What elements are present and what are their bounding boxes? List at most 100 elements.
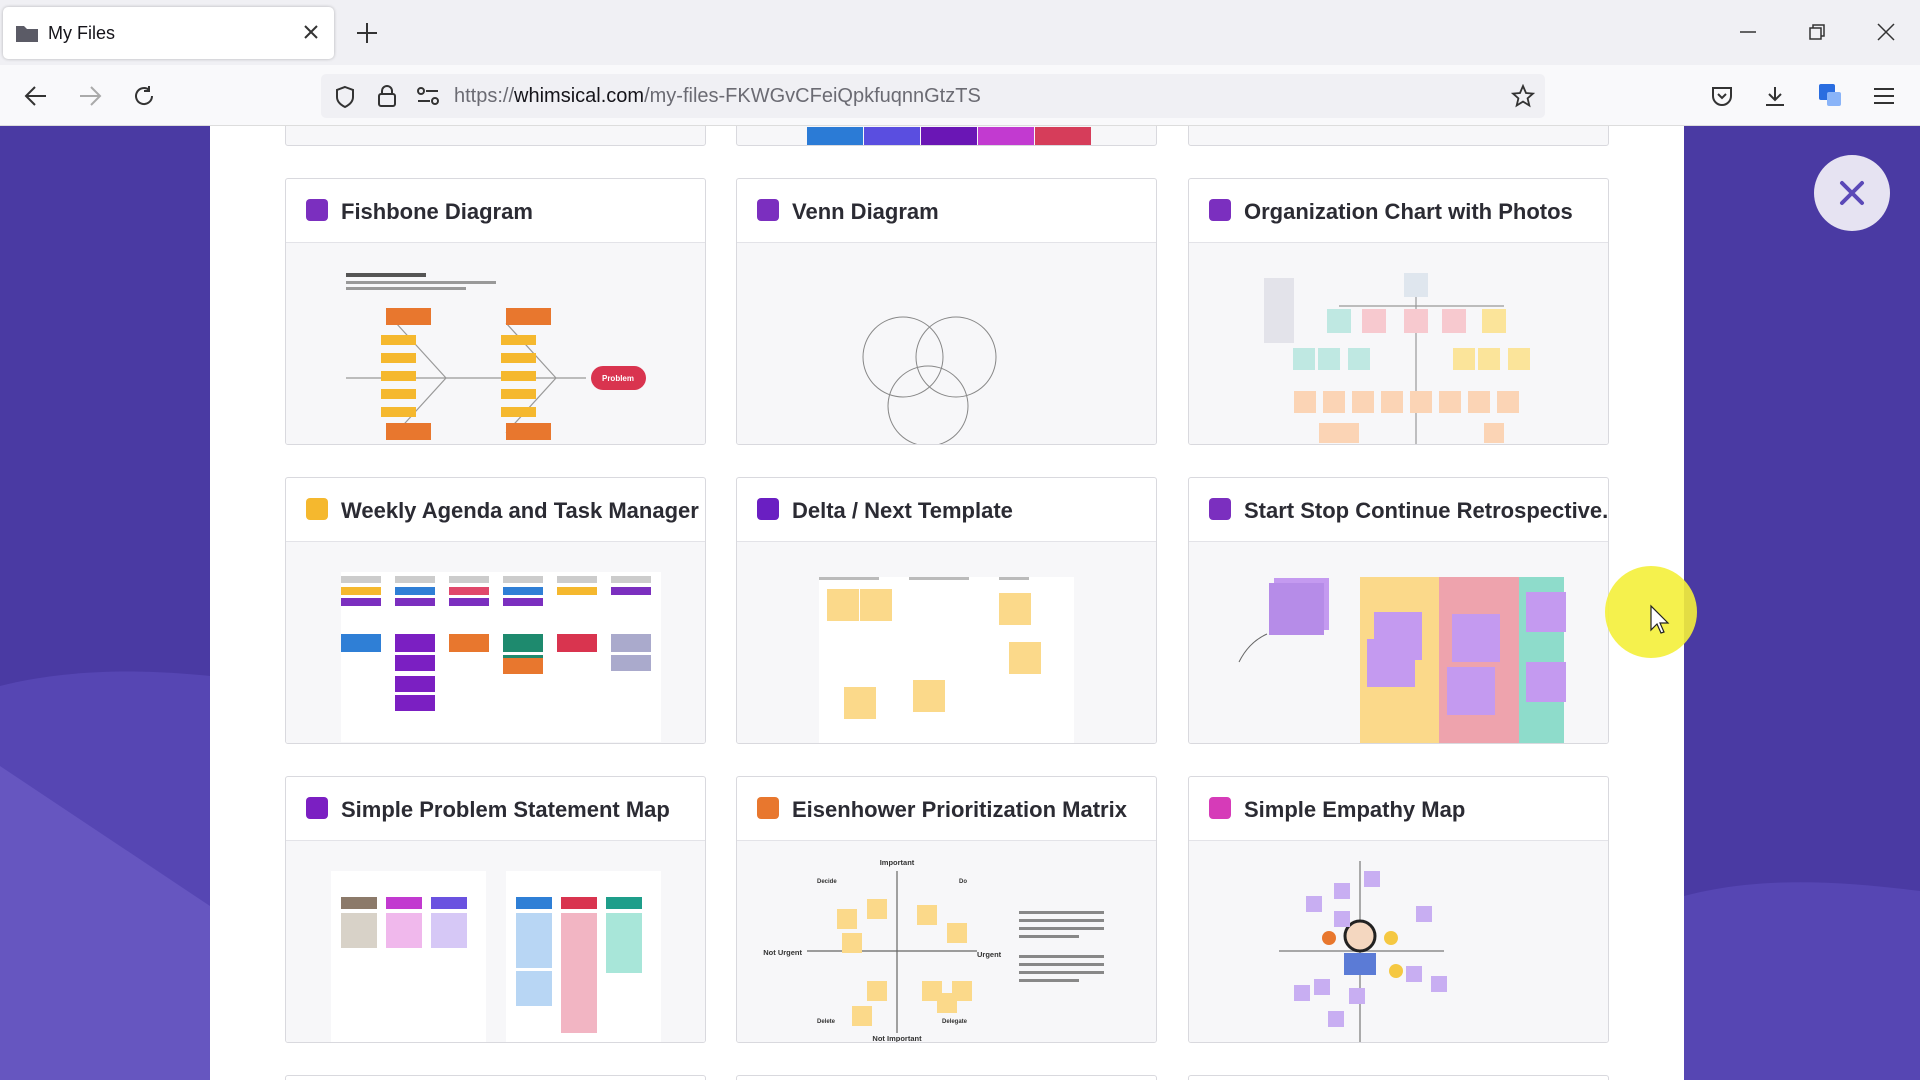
connector [395,322,447,379]
shape [1019,935,1079,938]
shape [1484,423,1504,443]
shape [503,634,543,652]
card-icon [757,498,779,520]
shape [501,407,536,417]
shape [827,589,859,621]
shape [1314,979,1330,995]
template-card[interactable]: Simple Empathy Map [1188,776,1609,1043]
shape [501,335,536,345]
shape [381,335,416,345]
shape [1294,985,1310,1001]
reload[interactable] [132,84,156,108]
new-tab[interactable] [356,22,378,44]
thumbnail [1238,577,1566,743]
color-block [921,127,977,145]
shape [1349,988,1365,1004]
shape [431,897,467,909]
shape [1344,953,1376,975]
template-card[interactable]: Eisenhower Prioritization Matrix Importan… [736,776,1157,1043]
pocket[interactable] [1711,85,1733,107]
translate-ext[interactable] [1818,83,1842,107]
partial-card [736,1075,1157,1080]
shape [1339,423,1359,443]
shape [1293,348,1315,370]
color-block [1035,127,1091,145]
shape [501,389,536,399]
background-waves [0,671,1920,1080]
card-thumbnail: Problem [286,243,705,444]
template-card[interactable]: Fishbone Diagram Problem [285,178,706,445]
shield-icon [336,85,354,109]
shape [611,576,651,583]
template-card[interactable]: Start Stop Continue Retrospective... [1188,477,1609,744]
shape [1269,583,1324,635]
content: Fishbone Diagram Problem Venn Diagram Organ… [0,126,1920,1080]
back[interactable] [24,85,48,107]
shape [867,899,887,919]
close-window[interactable] [1876,22,1896,42]
card-header: Eisenhower Prioritization Matrix [737,777,1156,841]
card-thumbnail [1189,841,1608,1042]
shape [1306,896,1322,912]
shape [1328,1011,1344,1027]
tab-close[interactable] [303,24,319,40]
shape [561,913,597,1033]
shape [909,577,969,580]
thumbnail [1279,861,1447,1042]
card-icon [1209,498,1231,520]
shape [386,308,431,325]
template-card[interactable]: Venn Diagram [736,178,1157,445]
shape [844,687,876,719]
card-thumbnail [1189,243,1608,444]
shape [1019,963,1104,966]
shape [1323,391,1345,413]
tab[interactable]: My Files [3,7,334,59]
shape [947,923,967,943]
arrow [1238,633,1268,663]
shape [1478,348,1500,370]
color-block [864,127,920,145]
card-icon [757,199,779,221]
url-bar[interactable]: https://whimsical.com/my-files-FKWGvCFei… [321,74,1545,118]
shape [381,389,416,399]
shape [611,587,651,595]
downloads[interactable] [1764,85,1786,107]
shape [1019,927,1104,930]
shape [1019,911,1104,914]
color-block [807,127,863,145]
shape [395,655,435,671]
template-card[interactable]: Simple Problem Statement Map [285,776,706,1043]
thumbnail-strip [807,127,1091,145]
thumbnail [862,316,997,444]
shape [346,281,496,284]
shape [381,371,416,381]
shape [503,576,543,583]
restore[interactable] [1807,22,1827,42]
shape [860,589,892,621]
thumb-label: Delegate [942,1019,968,1025]
template-card[interactable]: Delta / Next Template [736,477,1157,744]
shape [449,587,489,595]
template-card[interactable]: Weekly Agenda and Task Manager [285,477,706,744]
bookmark-star[interactable] [1511,84,1535,108]
shape [611,634,651,652]
templates-panel: Fishbone Diagram Problem Venn Diagram Organ… [210,126,1684,1080]
shape [842,933,862,953]
close-button[interactable] [1814,155,1890,231]
menu[interactable] [1873,86,1895,106]
template-card[interactable]: Organization Chart with Photos [1188,178,1609,445]
shape [1526,662,1566,702]
thumbnail: Important Urgent Not Urgent Not Important De… [763,858,1104,1043]
shape [1019,971,1104,974]
shape [431,913,467,948]
thumb-label: Not Important [872,1034,922,1043]
minimize[interactable] [1738,22,1758,42]
toolbar: https://whimsical.com/my-files-FKWGvCFei… [0,65,1920,126]
shape [606,897,642,909]
shape [1452,614,1500,662]
forward[interactable] [78,85,102,107]
card-title: Weekly Agenda and Task Manager [341,498,699,523]
url-path: /my-files-FKWGvCFeiQpkfuqnnGtzTS [644,85,981,107]
card-header: Venn Diagram [737,179,1156,243]
